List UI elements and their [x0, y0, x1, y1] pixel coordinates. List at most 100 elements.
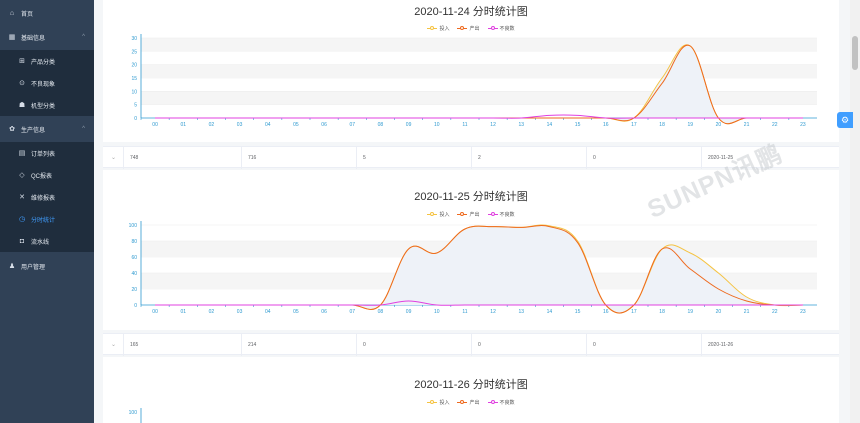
gear-icon: ✿: [9, 126, 15, 133]
chart-legend: 投入 产出 不良数: [103, 25, 839, 32]
table-row[interactable]: ⌄ 165 214 0 0 0 2020-11-26: [103, 333, 839, 356]
x-tick-label: 06: [321, 122, 327, 128]
x-tick-label: 16: [603, 122, 609, 128]
chart-panel-1: 2020-11-24 分时统计图 投入 产出 不良数 0 5 10 15 20 25 30 0…: [103, 0, 839, 142]
legend-defect[interactable]: 不良数: [487, 211, 515, 218]
x-tick-label: 15: [575, 122, 581, 128]
legend-input-icon: [427, 26, 438, 31]
sidebar-item-model-category[interactable]: ☗ 机型分类: [0, 94, 94, 116]
sidebar-item-basic-info[interactable]: ▦ 基础信息 ^: [0, 26, 94, 48]
x-tick-label: 09: [406, 122, 412, 128]
chevron-down-icon[interactable]: ⌄: [111, 342, 117, 348]
legend-input[interactable]: 投入: [427, 211, 449, 218]
x-tick-label: 05: [293, 309, 299, 315]
clock-icon: ◷: [18, 216, 26, 223]
cell-defect: 5: [356, 147, 471, 169]
x-tick-label: 20: [716, 122, 722, 128]
legend-defect[interactable]: 不良数: [487, 399, 515, 406]
line-icon: ◘: [19, 237, 25, 245]
cell-other: 0: [586, 334, 701, 356]
x-tick-label: 04: [265, 309, 271, 315]
chart-legend: 投入 产出 不良数: [103, 211, 839, 218]
sidebar-item-label: 首页: [21, 11, 34, 18]
x-tick-label: 13: [518, 309, 524, 315]
y-tick-label: 80: [131, 239, 137, 245]
shield-icon: ◇: [19, 172, 25, 179]
sidebar-item-qc-report[interactable]: ◇ QC报表: [0, 164, 94, 186]
cell-repair: 0: [471, 334, 586, 356]
grid-band: [141, 64, 817, 78]
x-tick-label: 12: [490, 309, 496, 315]
sidebar-item-label: QC报表: [31, 173, 53, 180]
x-tick-label: 03: [237, 122, 243, 128]
sidebar-item-user-management[interactable]: ♟ 用户管理: [0, 255, 94, 277]
chart-title: 2020-11-24 分时统计图: [414, 6, 528, 18]
legend-defect-icon: [487, 400, 498, 405]
sidebar-item-label: 不良现象: [31, 81, 56, 88]
x-tick-label: 17: [631, 309, 637, 315]
x-tick-label: 05: [293, 122, 299, 128]
sidebar-item-label: 基础信息: [21, 35, 46, 42]
x-tick-label: 22: [772, 122, 778, 128]
x-tick-label: 19: [687, 122, 693, 128]
sidebar-item-label: 维修报表: [31, 195, 56, 202]
x-tick-label: 07: [349, 122, 355, 128]
sidebar-item-hourly-stats[interactable]: ◷ 分时统计: [0, 208, 94, 230]
y-tick-label: 10: [131, 89, 137, 95]
sidebar-item-label: 用户管理: [21, 264, 46, 271]
series-area-input: [155, 224, 803, 314]
legend-output-icon: [457, 400, 468, 405]
x-tick-label: 08: [378, 309, 384, 315]
sidebar-item-assembly-line[interactable]: ◘ 流水线: [0, 230, 94, 252]
sidebar: ⌂ 首页 ▦ 基础信息 ^ ⊞ 产品分类 ⊙ 不良现象 ☗ 机型分类 ✿ 生产信…: [0, 0, 94, 423]
legend-output-icon: [457, 212, 468, 217]
y-tick-label: 25: [131, 49, 137, 55]
x-tick-label: 06: [321, 309, 327, 315]
legend-defect[interactable]: 不良数: [487, 25, 515, 32]
y-tick-label: 60: [131, 255, 137, 261]
page-scrollbar[interactable]: [850, 0, 860, 423]
cell-input: 748: [123, 147, 241, 169]
y-tick-label: 0: [134, 116, 137, 122]
y-tick-label: 100: [129, 223, 138, 229]
y-tick-label: 15: [131, 76, 137, 82]
legend-input[interactable]: 投入: [427, 25, 449, 32]
main-content: 2020-11-24 分时统计图 投入 产出 不良数 0 5 10 15 20 25 30 0…: [94, 0, 850, 423]
cell-defect: 0: [356, 334, 471, 356]
list-icon: ▤: [18, 150, 26, 157]
scrollbar-thumb[interactable]: [852, 36, 858, 70]
sidebar-item-production-info[interactable]: ✿ 生产信息 ^: [0, 118, 94, 140]
x-tick-label: 01: [180, 309, 186, 315]
sidebar-item-defect[interactable]: ⊙ 不良现象: [0, 72, 94, 94]
sidebar-item-order-list[interactable]: ▤ 订单列表: [0, 142, 94, 164]
chart-legend: 投入 产出 不良数: [103, 399, 839, 406]
sidebar-item-home[interactable]: ⌂ 首页: [0, 2, 94, 24]
legend-input[interactable]: 投入: [427, 399, 449, 406]
sidebar-item-label: 分时统计: [31, 217, 56, 224]
chart-title: 2020-11-25 分时统计图: [414, 191, 528, 203]
x-tick-label: 13: [518, 122, 524, 128]
table-row[interactable]: ⌄ 748 716 5 2 0 2020-11-25: [103, 146, 839, 169]
sidebar-item-repair-report[interactable]: ✕ 维修报表: [0, 186, 94, 208]
x-tick-label: 12: [490, 122, 496, 128]
legend-output[interactable]: 产出: [457, 211, 480, 218]
cell-date: 2020-11-25: [701, 147, 839, 169]
sidebar-item-product-category[interactable]: ⊞ 产品分类: [0, 50, 94, 72]
chevron-up-icon: ^: [82, 126, 85, 132]
sidebar-item-label: 产品分类: [31, 59, 56, 66]
y-tick-label: 20: [131, 63, 137, 69]
x-tick-label: 10: [434, 309, 440, 315]
chevron-down-icon[interactable]: ⌄: [111, 155, 117, 161]
legend-output-icon: [457, 26, 468, 31]
y-tick-label: 0: [134, 303, 137, 309]
legend-output[interactable]: 产出: [457, 25, 480, 32]
x-tick-label: 00: [152, 122, 158, 128]
series-line-defect: [155, 300, 803, 306]
legend-output[interactable]: 产出: [457, 399, 480, 406]
x-tick-label: 09: [406, 309, 412, 315]
line-chart-3: 100: [129, 408, 142, 423]
series-area-input: [155, 44, 803, 124]
settings-button[interactable]: ⚙: [837, 112, 853, 128]
chart-panel-2: 2020-11-25 分时统计图 投入 产出 不良数 0 20 40 60 80 100 0…: [103, 170, 839, 330]
